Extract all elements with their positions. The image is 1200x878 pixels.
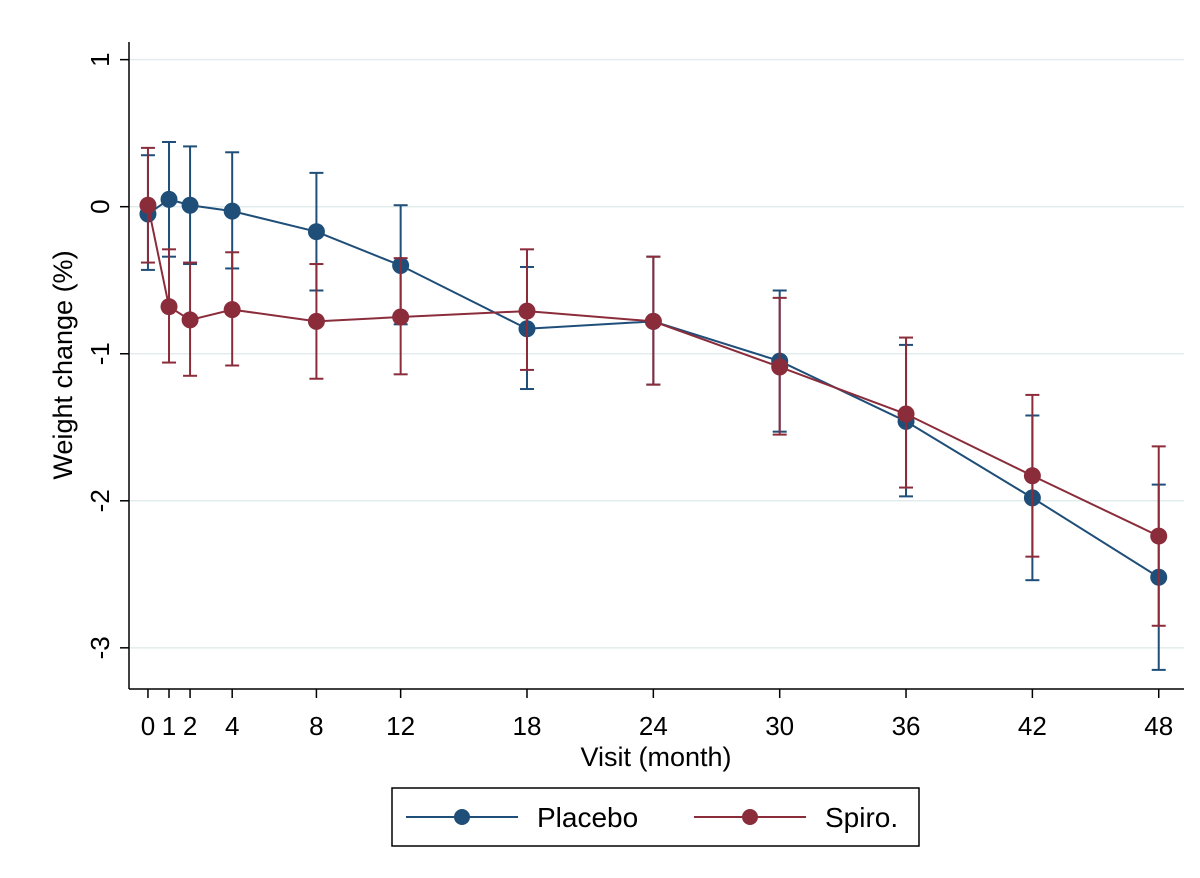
legend-swatch-placebo-marker [454,809,470,825]
x-ticks: 0 1 2 4 8 12 18 24 30 36 42 48 [141,689,1173,741]
data-point-0-2 [181,196,199,214]
y-tick-label-4: -3 [85,636,115,659]
series-layer [139,140,1168,671]
x-tick-label-10: 42 [1018,711,1047,741]
data-point-0-4 [307,223,325,241]
legend-label-placebo: Placebo [537,802,638,833]
data-point-1-11 [1150,527,1168,545]
data-point-0-3 [223,202,241,220]
series-1 [139,146,1168,627]
x-tick-label-4: 8 [309,711,323,741]
y-axis-title: Weight change (%) [48,250,78,479]
y-tick-label-1: 0 [85,199,115,213]
x-tick-label-9: 36 [892,711,921,741]
x-tick-label-11: 48 [1144,711,1173,741]
data-point-1-4 [307,312,325,330]
data-point-1-8 [771,358,789,376]
data-point-1-10 [1023,467,1041,485]
legend-swatch-spiro-marker [742,809,758,825]
x-tick-label-2: 2 [183,711,197,741]
x-tick-label-3: 4 [225,711,239,741]
data-point-1-1 [160,298,178,316]
data-point-1-2 [181,311,199,329]
x-tick-label-6: 18 [513,711,542,741]
y-tick-label-2: -1 [85,342,115,365]
legend-label-spiro: Spiro. [825,802,898,833]
data-point-0-1 [160,190,178,208]
axes [128,42,1184,690]
x-axis-title: Visit (month) [580,742,731,772]
y-tick-label-3: -2 [85,489,115,512]
y-tick-label-0: 1 [85,52,115,66]
data-point-1-7 [644,312,662,330]
gridlines [130,58,1184,649]
data-point-1-0 [139,196,157,214]
x-tick-label-0: 0 [141,711,155,741]
y-ticks: 1 0 -1 -2 -3 [85,52,129,659]
data-point-1-5 [392,308,410,326]
x-tick-label-8: 30 [765,711,794,741]
x-tick-label-1: 1 [162,711,176,741]
data-point-1-9 [897,405,915,423]
data-point-1-6 [518,302,536,320]
legend: Placebo Spiro. [391,787,920,847]
x-tick-label-5: 12 [386,711,415,741]
x-tick-label-7: 24 [639,711,668,741]
data-point-1-3 [223,301,241,319]
